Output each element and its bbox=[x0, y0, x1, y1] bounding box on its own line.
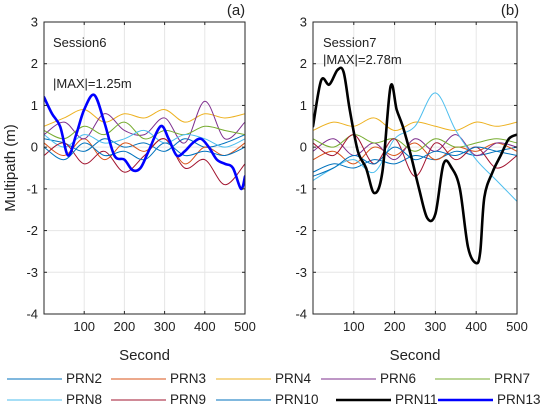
y-tick-label: -2 bbox=[26, 223, 38, 238]
x-tick-label: 100 bbox=[73, 319, 95, 334]
x-tick-label: 400 bbox=[194, 319, 216, 334]
series-line-prn2 bbox=[313, 146, 517, 173]
legend-item-prn9: PRN9 bbox=[111, 392, 206, 407]
y-tick-label: -4 bbox=[295, 307, 307, 322]
y-tick-label: 0 bbox=[31, 140, 38, 155]
legend-item-prn8: PRN8 bbox=[7, 392, 102, 407]
y-tick-label: 2 bbox=[31, 56, 38, 71]
legend-item-prn7: PRN7 bbox=[435, 371, 530, 386]
legend-label: PRN4 bbox=[275, 371, 312, 386]
plot-area bbox=[44, 22, 245, 314]
y-tick-label: -3 bbox=[26, 265, 38, 280]
y-tick-label: -4 bbox=[26, 307, 38, 322]
panel-label: (b) bbox=[501, 2, 519, 19]
series-line-prn4 bbox=[44, 109, 245, 127]
x-tick-label: 400 bbox=[465, 319, 487, 334]
x-tick-label: 200 bbox=[114, 319, 136, 334]
series-group bbox=[313, 66, 517, 265]
x-tick-label: 500 bbox=[234, 319, 256, 334]
y-tick-label: 0 bbox=[300, 140, 307, 155]
legend-item-prn13: PRN13 bbox=[438, 392, 541, 407]
x-axis-label: Second bbox=[119, 347, 170, 364]
y-tick-label: -1 bbox=[295, 181, 307, 196]
series-line-prn8 bbox=[44, 129, 245, 148]
x-tick-label: 200 bbox=[384, 319, 406, 334]
legend-label: PRN2 bbox=[66, 371, 102, 386]
panel-a-chart: 3 2 1 0 -1 -2 -3 -4 100 200 300 400 500 Second Multipa… bbox=[2, 2, 256, 364]
x-axis-label: Second bbox=[390, 347, 441, 364]
session-annotation: Session6 bbox=[53, 35, 106, 50]
session-annotation: Session7 bbox=[323, 35, 376, 50]
axes-box bbox=[43, 21, 246, 315]
x-tick-label: 300 bbox=[425, 319, 447, 334]
x-tick-label: 300 bbox=[154, 319, 176, 334]
x-tick-label: 100 bbox=[343, 319, 365, 334]
legend-label: PRN8 bbox=[66, 392, 102, 407]
y-tick-label: -2 bbox=[295, 223, 307, 238]
legend-item-prn11: PRN11 bbox=[336, 392, 438, 407]
panel-label: (a) bbox=[227, 2, 245, 19]
y-tick-label: 2 bbox=[300, 56, 307, 71]
series-line-prn10 bbox=[313, 146, 517, 177]
series-line-prn2 bbox=[44, 134, 245, 152]
legend-item-prn4: PRN4 bbox=[216, 371, 312, 386]
series-line-prn4 bbox=[313, 117, 517, 132]
y-tick-label: 3 bbox=[31, 15, 38, 30]
x-tick-label: 500 bbox=[506, 319, 528, 334]
max-annotation: |MAX|=2.78m bbox=[323, 52, 402, 67]
legend-label: PRN11 bbox=[395, 392, 438, 407]
legend-item-prn6: PRN6 bbox=[321, 371, 416, 386]
y-tick-label: 3 bbox=[300, 15, 307, 30]
y-axis-label: Multipath (m) bbox=[2, 124, 19, 212]
y-tick-label: -3 bbox=[295, 265, 307, 280]
legend-label: PRN13 bbox=[497, 392, 541, 407]
y-tick-label: 1 bbox=[31, 98, 38, 113]
legend-label: PRN6 bbox=[380, 371, 416, 386]
y-tick-label: -1 bbox=[26, 181, 38, 196]
legend-item-prn10: PRN10 bbox=[216, 392, 319, 407]
series-line-prn11 bbox=[313, 66, 517, 265]
series-group bbox=[44, 93, 245, 191]
legend-label: PRN7 bbox=[494, 371, 530, 386]
legend-label: PRN10 bbox=[275, 392, 319, 407]
panel-b-chart: 3 2 1 0 -1 -2 -3 -4 100 200 300 400 500 Second (b) Sess… bbox=[295, 2, 527, 364]
legend-item-prn2: PRN2 bbox=[7, 371, 102, 386]
legend-item-prn3: PRN3 bbox=[111, 371, 206, 386]
series-line-prn6 bbox=[44, 100, 245, 144]
series-line-prn3 bbox=[313, 142, 517, 165]
axes-box bbox=[312, 21, 518, 315]
legend: PRN2 PRN3 PRN4 PRN6 PRN7 PRN8 PRN9 PRN10 PRN11 PR… bbox=[7, 371, 541, 407]
legend-label: PRN3 bbox=[170, 371, 206, 386]
series-line-prn13 bbox=[44, 93, 245, 191]
y-tick-label: 1 bbox=[300, 98, 307, 113]
series-line-prn9 bbox=[44, 138, 245, 186]
series-line-prn6 bbox=[313, 134, 517, 161]
max-annotation: |MAX|=1.25m bbox=[53, 76, 132, 91]
legend-label: PRN9 bbox=[170, 392, 206, 407]
series-line-prn8 bbox=[313, 92, 517, 202]
